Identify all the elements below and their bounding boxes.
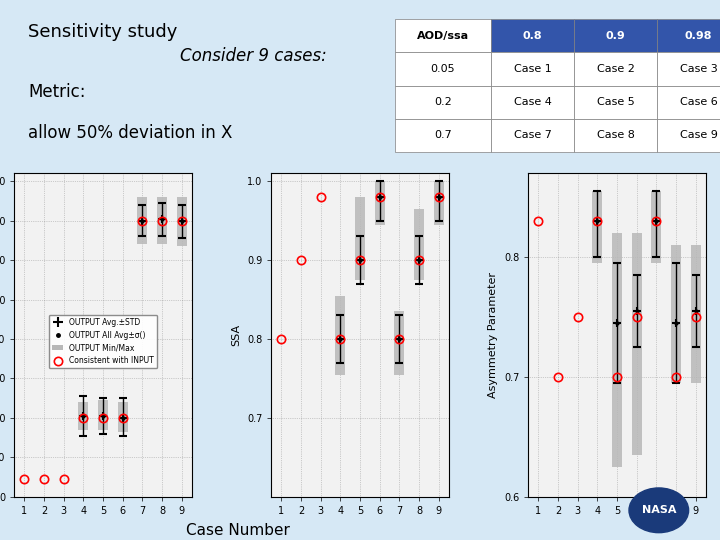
Text: 0.8: 0.8 — [523, 31, 543, 40]
Text: Case 5: Case 5 — [597, 97, 634, 107]
Text: AOD/ssa: AOD/ssa — [417, 31, 469, 40]
FancyBboxPatch shape — [575, 119, 657, 152]
FancyBboxPatch shape — [491, 52, 575, 85]
Bar — [652, 191, 661, 263]
Text: allow 50% deviation in X: allow 50% deviation in X — [28, 124, 233, 143]
Text: Case 7: Case 7 — [514, 131, 552, 140]
Text: 0.05: 0.05 — [431, 64, 455, 74]
Y-axis label: Asymmetry Parameter: Asymmetry Parameter — [488, 272, 498, 398]
Text: Consider 9 cases:: Consider 9 cases: — [180, 46, 327, 65]
Text: Case 9: Case 9 — [680, 131, 718, 140]
Bar — [612, 233, 622, 467]
Bar — [414, 209, 424, 280]
Bar — [593, 191, 602, 263]
Bar — [671, 245, 681, 383]
FancyBboxPatch shape — [395, 85, 491, 119]
FancyBboxPatch shape — [491, 119, 575, 152]
FancyBboxPatch shape — [575, 85, 657, 119]
Bar — [138, 197, 148, 244]
Text: Case 8: Case 8 — [597, 131, 635, 140]
Text: Case Number: Case Number — [186, 523, 289, 538]
Text: Metric:: Metric: — [28, 83, 86, 101]
FancyBboxPatch shape — [657, 52, 720, 85]
Text: Case 4: Case 4 — [514, 97, 552, 107]
Bar — [157, 197, 167, 244]
Bar — [177, 197, 186, 246]
Y-axis label: SSA: SSA — [231, 324, 241, 346]
Bar — [355, 197, 365, 280]
FancyBboxPatch shape — [491, 19, 575, 52]
Bar — [336, 295, 345, 375]
Bar — [98, 400, 108, 430]
FancyBboxPatch shape — [395, 52, 491, 85]
FancyBboxPatch shape — [657, 19, 720, 52]
Circle shape — [629, 488, 688, 532]
Bar — [118, 402, 127, 431]
Bar — [690, 245, 701, 383]
Bar — [78, 402, 89, 430]
Legend: OUTPUT Avg.±STD, OUTPUT All Avg±σ(), OUTPUT Min/Max, Consistent with INPUT: OUTPUT Avg.±STD, OUTPUT All Avg±σ(), OUT… — [49, 315, 157, 368]
FancyBboxPatch shape — [395, 119, 491, 152]
Bar — [375, 181, 384, 225]
Bar — [395, 312, 405, 375]
Text: Sensitivity study: Sensitivity study — [28, 23, 178, 41]
FancyBboxPatch shape — [657, 85, 720, 119]
Text: Case 6: Case 6 — [680, 97, 718, 107]
Text: 0.2: 0.2 — [434, 97, 452, 107]
FancyBboxPatch shape — [575, 19, 657, 52]
FancyBboxPatch shape — [575, 52, 657, 85]
FancyBboxPatch shape — [395, 19, 491, 52]
Bar — [631, 233, 642, 455]
Bar — [434, 181, 444, 225]
Text: Case 1: Case 1 — [514, 64, 552, 74]
Text: 0.98: 0.98 — [685, 31, 712, 40]
Text: Case 3: Case 3 — [680, 64, 718, 74]
FancyBboxPatch shape — [657, 119, 720, 152]
Text: NASA: NASA — [642, 505, 676, 515]
FancyBboxPatch shape — [491, 85, 575, 119]
Text: Case 2: Case 2 — [597, 64, 635, 74]
Text: 0.9: 0.9 — [606, 31, 626, 40]
Text: 0.7: 0.7 — [434, 131, 452, 140]
